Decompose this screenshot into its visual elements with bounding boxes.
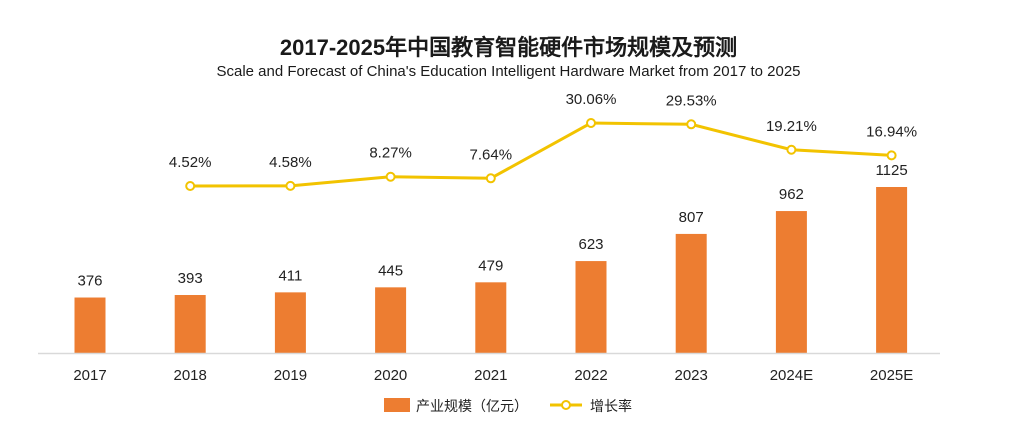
bar-2021 [475, 282, 507, 353]
legend-bar-label: 产业规模（亿元） [416, 398, 528, 414]
category-label-2020: 2020 [374, 367, 407, 384]
bar-value-label-2019: 411 [278, 267, 302, 284]
category-label-2025E: 2025E [870, 367, 913, 384]
growth-rate-point-2022 [586, 118, 596, 128]
category-label-2024E: 2024E [770, 367, 813, 384]
bar-value-label-2025E: 1125 [875, 162, 907, 179]
growth-rate-label-2021: 7.64% [470, 146, 513, 163]
category-label-2022: 2022 [574, 367, 607, 384]
bar-2020 [375, 287, 407, 353]
category-label-2021: 2021 [474, 367, 507, 384]
category-label-2018: 2018 [174, 367, 207, 384]
growth-rate-point-2024E [786, 144, 797, 155]
chart-subtitle: Scale and Forecast of China's Education … [216, 63, 801, 80]
bar-2017 [74, 297, 106, 353]
bar-value-label-2022: 623 [578, 236, 603, 253]
growth-rate-series [185, 118, 897, 191]
bar-value-label-2018: 393 [178, 270, 203, 287]
bar-2018 [174, 295, 206, 353]
bar-value-labels: 376 393 411 445 479 623 807 962 1125 [77, 162, 907, 290]
chart-title: 2017-2025年中国教育智能硬件市场规模及预测 [279, 35, 738, 60]
growth-rate-point-2018 [185, 181, 196, 191]
bar-value-label-2024E: 962 [779, 186, 804, 203]
category-label-2017: 2017 [73, 367, 106, 384]
legend-line-marker [561, 400, 571, 410]
growth-rate-point-2021 [485, 173, 496, 184]
bar-value-label-2017: 376 [77, 273, 102, 290]
bar-2023 [675, 233, 707, 353]
bar-2022 [575, 261, 607, 353]
bar-value-label-2021: 479 [478, 257, 503, 274]
bar-series [74, 187, 908, 353]
bar-2025E [876, 187, 908, 353]
growth-rate-label-2020: 8.27% [369, 145, 412, 162]
growth-rate-line [190, 121, 892, 188]
legend: 产业规模（亿元） 增长率 [384, 398, 632, 414]
bar-value-label-2023: 807 [679, 209, 704, 226]
growth-rate-label-2018: 4.52% [169, 154, 212, 171]
growth-rate-point-2025E [886, 150, 897, 161]
category-label-2019: 2019 [274, 367, 307, 384]
growth-rate-label-2025E: 16.94% [866, 123, 917, 140]
growth-rate-labels: 4.52% 4.58% 8.27% 7.64% 30.06% 29.53% 19.21% 16… [169, 91, 917, 171]
growth-rate-label-2024E: 19.21% [766, 118, 817, 135]
growth-rate-label-2023: 29.53% [666, 92, 717, 109]
legend-line-label: 增长率 [590, 398, 632, 414]
growth-rate-point-2023 [686, 119, 697, 130]
bar-value-label-2020: 445 [378, 262, 403, 279]
bar-2019 [274, 292, 306, 353]
category-label-2023: 2023 [675, 367, 708, 384]
growth-rate-label-2019: 4.58% [269, 154, 312, 171]
growth-rate-label-2022: 30.06% [566, 91, 617, 108]
x-axis-tick-labels: 2017 2018 2019 2020 2021 2022 2023 2024E 2025E [73, 367, 913, 384]
bar-2024E [775, 211, 807, 353]
growth-rate-point-2019 [285, 180, 296, 191]
growth-rate-point-2020 [385, 171, 396, 182]
legend-bar-swatch [384, 398, 410, 412]
